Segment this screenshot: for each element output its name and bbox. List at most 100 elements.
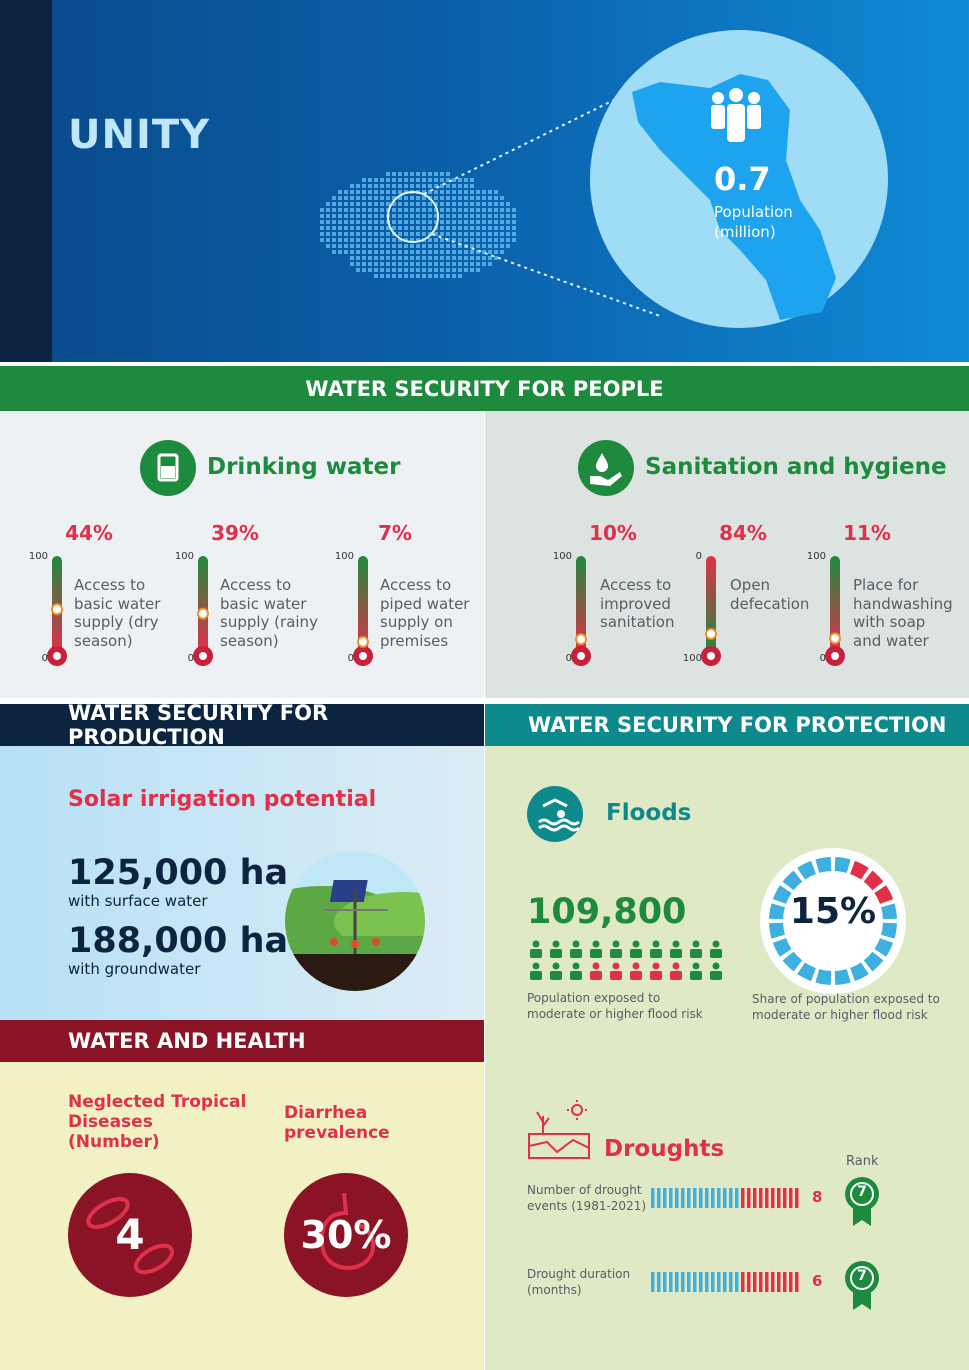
- hero-side-stripe: [0, 0, 52, 362]
- population-label: Population (million): [714, 203, 793, 241]
- thermometer-top-tick: 100: [552, 551, 572, 562]
- groundwater-label: with groundwater: [68, 960, 201, 978]
- thermometer-bottom-tick: 0: [819, 653, 826, 664]
- population-value: 0.7: [714, 160, 771, 198]
- gauge-segment: [815, 969, 832, 985]
- thermometer-gauge: [825, 556, 845, 666]
- sanitation-panel: [485, 411, 969, 698]
- ntd-value: 4: [115, 1210, 145, 1259]
- rank-value: 7: [857, 1184, 867, 1200]
- gauge-segment: [815, 857, 832, 873]
- gauge-segment: [772, 885, 792, 904]
- flood-population-caption: Population exposed to moderate or higher…: [527, 991, 703, 1021]
- people-section-banner: WATER SECURITY FOR PEOPLE: [0, 366, 969, 411]
- health-section-banner: WATER AND HEALTH: [0, 1020, 484, 1062]
- bacteria-icon: [68, 1173, 192, 1297]
- protection-section-banner: WATER SECURITY FOR PROTECTION: [485, 704, 969, 746]
- thermometer-bottom-tick: 100: [682, 653, 702, 664]
- thermometer-gauge: [353, 556, 373, 666]
- surface-water-label: with surface water: [68, 892, 208, 910]
- solar-irrigation-title: Solar irrigation potential: [68, 787, 377, 812]
- indicator-percent: 84%: [719, 521, 767, 545]
- indicator-label: Access to basic water supply (dry season…: [74, 576, 161, 650]
- thermometer-bottom-tick: 0: [347, 653, 354, 664]
- gauge-segment: [881, 922, 897, 939]
- diarrhea-value: 30%: [300, 1213, 392, 1257]
- indicator-percent: 10%: [589, 521, 637, 545]
- diarrhea-title: Diarrhea prevalence: [284, 1103, 390, 1143]
- thermometer-bottom-tick: 0: [565, 653, 572, 664]
- gauge-segment: [874, 885, 894, 904]
- flood-share-caption: Share of population exposed to moderate …: [752, 992, 940, 1022]
- drought-cracked-earth-icon: [528, 1100, 590, 1159]
- thermometer-gauge: [701, 556, 721, 666]
- drinking-water-title: Drinking water: [207, 454, 401, 480]
- gauge-segment: [874, 938, 894, 957]
- gauge-segment: [797, 962, 816, 982]
- thermometer-gauge: [47, 556, 67, 666]
- sanitation-title: Sanitation and hygiene: [645, 454, 947, 480]
- gauge-segment: [850, 962, 869, 982]
- gauge-segment: [782, 951, 803, 972]
- drought-row-label: Drought duration (months): [527, 1267, 631, 1297]
- drinking-water-panel: [0, 411, 484, 698]
- people-icon: [711, 88, 761, 142]
- rank-medal-icon: [845, 1177, 879, 1226]
- drought-row-label: Number of drought events (1981-2021): [527, 1183, 647, 1213]
- thermometer-bottom-tick: 0: [41, 653, 48, 664]
- gauge-segment: [881, 903, 897, 920]
- thermometer-top-tick: 100: [806, 551, 826, 562]
- gauge-segment: [769, 922, 785, 939]
- protection-panel: [485, 746, 969, 1370]
- state-title: UNITY: [68, 112, 211, 158]
- rank-medal-icon: [845, 1261, 879, 1310]
- production-section-banner: WATER SECURITY FOR PRODUCTION: [0, 701, 484, 749]
- thermometer-top-tick: 0: [695, 551, 702, 562]
- indicator-label: Open defecation: [730, 576, 810, 613]
- thermometer-bottom-tick: 0: [187, 653, 194, 664]
- thermometer-gauge: [193, 556, 213, 666]
- gauge-segment: [797, 860, 816, 880]
- thermometer-top-tick: 100: [334, 551, 354, 562]
- groundwater-value: 188,000 ha: [68, 921, 289, 961]
- hero-header: UNITY 0.7 Population (million): [0, 0, 969, 362]
- thermometer-top-tick: 100: [174, 551, 194, 562]
- drought-bar-icon: [651, 1188, 799, 1208]
- gauge-segment: [863, 951, 884, 972]
- indicator-label: Place for handwashing with soap and wate…: [853, 576, 953, 650]
- glass-icon: [140, 440, 196, 496]
- drought-row-value: 8: [812, 1188, 823, 1206]
- solar-irrigation-illustration-icon: [285, 851, 425, 991]
- gauge-segment: [850, 860, 869, 880]
- indicator-percent: 39%: [211, 521, 259, 545]
- hand-drop-icon: [578, 440, 634, 496]
- droughts-title: Droughts: [604, 1136, 725, 1162]
- drought-bar-icon: [651, 1272, 799, 1292]
- unity-state-map-icon: [632, 74, 836, 320]
- indicator-percent: 44%: [65, 521, 113, 545]
- thermometer-top-tick: 100: [28, 551, 48, 562]
- thermometer-gauge: [571, 556, 591, 666]
- gauge-segment: [834, 857, 851, 873]
- gauge-segment: [772, 938, 792, 957]
- floods-title: Floods: [606, 800, 692, 826]
- stomach-icon: [284, 1173, 408, 1297]
- gauge-segment: [769, 903, 785, 920]
- people-grid-icon: [530, 940, 722, 980]
- gauge-segment: [782, 870, 803, 891]
- gauge-segment: [863, 870, 884, 891]
- rank-label: Rank: [846, 1154, 879, 1169]
- indicator-percent: 11%: [843, 521, 891, 545]
- swimmer-icon: [527, 786, 583, 842]
- ntd-title: Neglected Tropical Diseases (Number): [68, 1092, 247, 1152]
- flood-population-value: 109,800: [527, 892, 687, 932]
- indicator-label: Access to piped water supply on premises: [380, 576, 470, 650]
- south-sudan-map-icon: [320, 95, 661, 317]
- gauge-segment: [834, 969, 851, 985]
- indicator-label: Access to basic water supply (rainy seas…: [220, 576, 318, 650]
- drought-row-value: 6: [812, 1272, 823, 1290]
- indicator-label: Access to improved sanitation: [600, 576, 675, 631]
- indicator-percent: 7%: [378, 521, 412, 545]
- flood-share-gauge: [760, 848, 906, 994]
- flood-share-value: 15%: [789, 891, 877, 932]
